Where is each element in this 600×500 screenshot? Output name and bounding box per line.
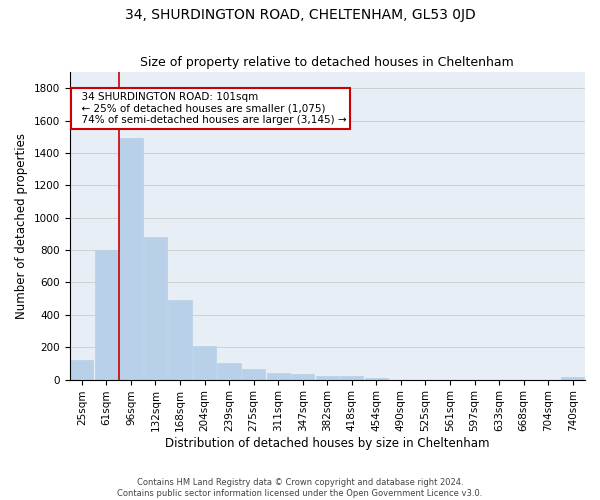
Bar [217, 362, 241, 380]
Bar [95, 250, 118, 380]
Bar [70, 360, 94, 380]
Text: Contains HM Land Registry data © Crown copyright and database right 2024.
Contai: Contains HM Land Registry data © Crown c… [118, 478, 482, 498]
Bar [340, 376, 364, 380]
Bar [119, 138, 143, 380]
Text: 34 SHURDINGTON ROAD: 101sqm
  ← 25% of detached houses are smaller (1,075)
  74%: 34 SHURDINGTON ROAD: 101sqm ← 25% of det… [74, 92, 346, 125]
Bar [266, 373, 290, 380]
Bar [144, 237, 167, 380]
Title: Size of property relative to detached houses in Cheltenham: Size of property relative to detached ho… [140, 56, 514, 70]
Bar [242, 369, 265, 380]
Bar [316, 376, 339, 380]
Bar [291, 374, 314, 380]
X-axis label: Distribution of detached houses by size in Cheltenham: Distribution of detached houses by size … [165, 437, 490, 450]
Y-axis label: Number of detached properties: Number of detached properties [15, 133, 28, 319]
Bar [561, 377, 584, 380]
Bar [169, 300, 191, 380]
Text: 34, SHURDINGTON ROAD, CHELTENHAM, GL53 0JD: 34, SHURDINGTON ROAD, CHELTENHAM, GL53 0… [125, 8, 475, 22]
Bar [193, 346, 216, 380]
Bar [365, 378, 388, 380]
